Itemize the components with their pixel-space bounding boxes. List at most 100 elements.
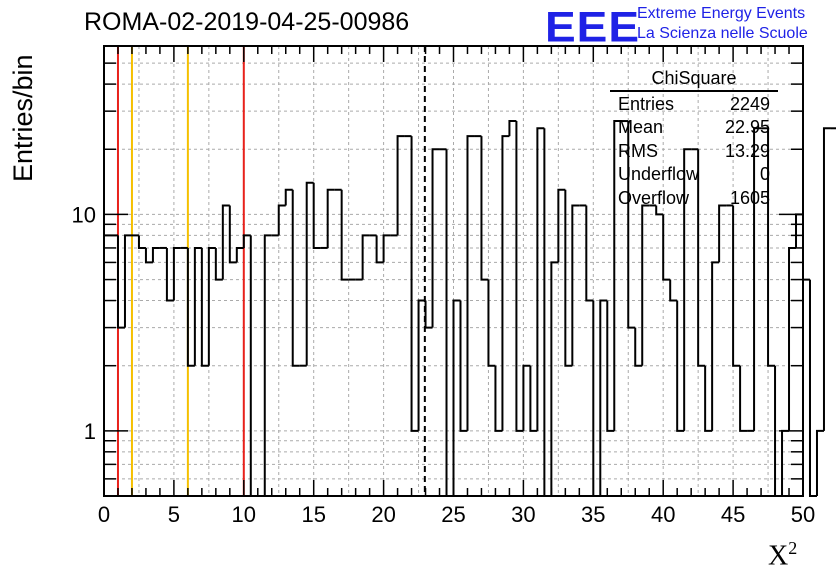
chart-title: ROMA-02-2019-04-25-00986 — [84, 8, 410, 36]
histogram-bin — [396, 135, 405, 236]
stats-value: 1605 — [729, 187, 770, 208]
histogram-bin — [151, 246, 160, 263]
x-tick-label: 50 — [791, 502, 815, 527]
histogram-bin — [571, 204, 580, 366]
histogram-bin — [529, 365, 538, 432]
stats-label: Underflow — [618, 164, 700, 185]
histogram-bin — [627, 121, 636, 329]
histogram-bin — [277, 204, 286, 236]
logo-line-2: La Scienza nelle Scuole — [637, 25, 808, 42]
histogram-bin — [200, 247, 209, 367]
histogram-bin — [305, 181, 314, 366]
histogram-bin — [606, 300, 615, 432]
histogram-bin — [410, 136, 419, 432]
y-tick-label: 1 — [84, 419, 96, 444]
histogram-bin — [137, 235, 146, 249]
histogram-bin — [242, 234, 251, 248]
eee-logo: EEE — [545, 2, 641, 51]
histogram-bin — [564, 189, 573, 367]
stats-label: Entries — [618, 94, 675, 114]
histogram-bin — [459, 300, 468, 432]
histogram-bin — [340, 189, 349, 281]
x-tick-label: 20 — [371, 502, 395, 527]
histogram-bin — [515, 121, 524, 432]
histogram-bin — [718, 204, 727, 263]
histogram-bin — [494, 365, 503, 432]
stats-row-entries: Entries 2249 — [610, 93, 778, 116]
histogram-bin — [634, 327, 643, 367]
histogram-bin — [508, 120, 517, 137]
histogram-bin — [228, 205, 237, 264]
histogram-bin — [669, 279, 678, 302]
histogram-bin — [697, 149, 706, 367]
x-tick-label: 40 — [651, 502, 675, 527]
histogram-bin — [732, 205, 741, 367]
histogram-bin — [676, 300, 685, 432]
stats-row-rms: RMS 13.29 — [610, 140, 778, 163]
histogram-bin — [445, 149, 454, 497]
histogram-bin — [284, 188, 293, 206]
histogram-bin — [235, 246, 244, 263]
histogram-bin — [739, 365, 748, 432]
histogram-bin — [452, 299, 461, 496]
stats-value: 13.29 — [724, 140, 770, 161]
logo-line-1: Extreme Energy Events — [637, 5, 806, 22]
histogram-bin — [263, 234, 272, 496]
histogram-bin — [501, 135, 510, 431]
histogram-bin — [375, 235, 384, 264]
histogram-bin — [822, 127, 831, 431]
histogram-bin — [424, 300, 433, 329]
histogram-bin — [613, 120, 622, 431]
stats-row-underflow: Underflow 0 — [610, 163, 778, 186]
histogram-bin — [221, 204, 230, 280]
x-tick-label: 35 — [581, 502, 605, 527]
histogram-bin — [214, 247, 223, 281]
histogram-bin — [123, 234, 132, 328]
histogram-bin — [417, 299, 426, 431]
histogram-bin — [466, 135, 475, 431]
histogram-bin — [291, 189, 300, 367]
stats-row-mean: Mean 22.95 — [610, 116, 778, 139]
histogram-bin — [382, 234, 391, 263]
histogram-bin — [550, 261, 559, 496]
histogram-bin — [753, 127, 762, 431]
histogram-bin — [592, 300, 601, 497]
histogram-bin — [767, 128, 776, 367]
histogram-bin — [186, 247, 195, 367]
histogram-bin — [599, 299, 608, 496]
histogram-bin — [683, 148, 692, 431]
x-tick-label: 30 — [511, 502, 535, 527]
histogram-bin — [431, 148, 440, 328]
stats-row-overflow: Overflow 1605 — [610, 187, 778, 210]
x-tick-label: 45 — [721, 502, 745, 527]
x-axis-label-text: X — [768, 540, 789, 572]
stats-label: Overflow — [618, 187, 690, 208]
histogram-bin — [165, 247, 174, 302]
histogram-bin — [795, 213, 803, 248]
histogram-bin — [172, 246, 181, 301]
x-tick-label: 10 — [232, 502, 256, 527]
x-tick-label: 5 — [168, 502, 180, 527]
stats-label: RMS — [618, 140, 658, 161]
histogram-bin — [193, 246, 202, 366]
stats-value: 2249 — [729, 94, 770, 114]
stats-value: 22.95 — [724, 117, 770, 138]
histogram-bin — [788, 246, 797, 431]
histogram-bin — [361, 234, 370, 280]
histogram-bin — [662, 214, 671, 281]
stats-value: 0 — [759, 164, 770, 185]
stats-title: ChiSquare — [610, 68, 778, 92]
x-tick-label: 15 — [301, 502, 325, 527]
x-axis-label-superscript: 2 — [788, 538, 798, 558]
histogram-bin — [207, 246, 216, 366]
x-tick-label: 25 — [441, 502, 465, 527]
histogram-bin — [522, 364, 531, 431]
stats-box: ChiSquare Entries 2249 Mean 22.95 RMS 13.29… — [610, 68, 778, 210]
histogram-bin — [480, 136, 489, 281]
histogram-bin — [116, 235, 125, 329]
histogram-bin — [802, 214, 810, 281]
histogram-bin — [487, 279, 496, 367]
histogram-bin — [536, 127, 545, 431]
histogram-bin — [557, 188, 566, 263]
